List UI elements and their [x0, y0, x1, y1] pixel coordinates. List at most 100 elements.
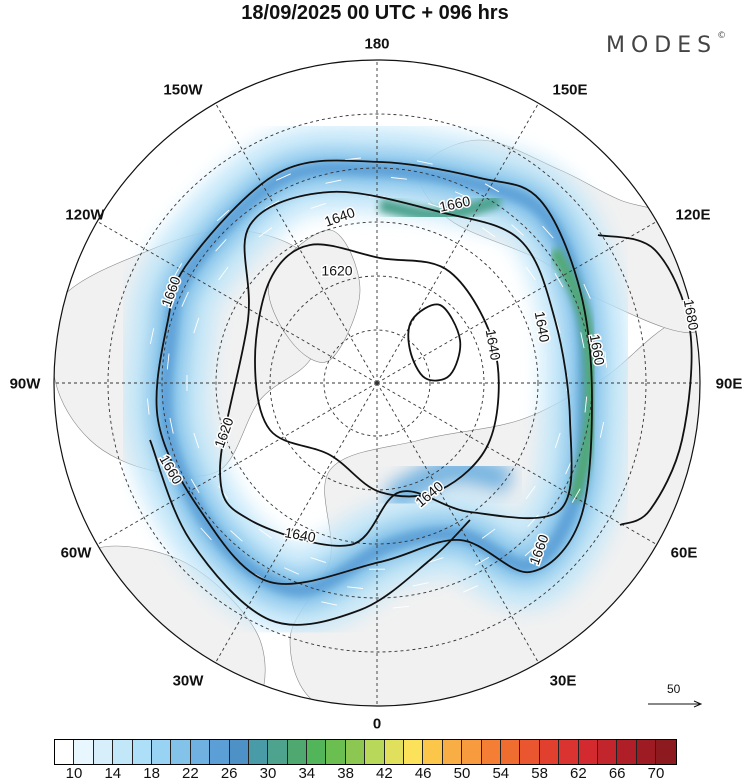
contour-line — [155, 159, 593, 585]
colorbar-tick-label: 58 — [531, 765, 548, 782]
lon-label-60w: 60W — [60, 544, 92, 562]
lon-label-150e: 150E — [552, 81, 588, 99]
wind-vector — [580, 332, 585, 349]
colorbar-swatch — [636, 740, 657, 764]
colorbar-tick-label: 18 — [143, 765, 160, 782]
colorbar-swatch — [210, 740, 230, 764]
latitude-circle — [323, 329, 431, 437]
contour-label: 1620 — [321, 263, 352, 279]
colorbar-swatch — [481, 740, 501, 764]
colorbar-swatch — [287, 740, 308, 764]
wind-vector — [181, 291, 189, 307]
wind-vector — [427, 557, 444, 563]
colorbar-swatch — [171, 740, 191, 764]
wind-vector — [554, 272, 564, 288]
latitude-circle — [215, 221, 539, 545]
wind-vector — [511, 224, 524, 236]
wind-vector — [284, 567, 300, 575]
lon-label-90w: 90W — [9, 375, 41, 393]
contour-line — [597, 234, 693, 526]
jet-maximum — [549, 247, 597, 502]
wind-vector — [390, 177, 407, 180]
colorbar-tick-label: 26 — [220, 765, 238, 782]
colorbar-swatch — [190, 740, 211, 764]
wind-vectors — [146, 157, 608, 609]
colorbar-swatch — [268, 740, 288, 764]
wind-vector — [258, 227, 273, 238]
meridian-line — [376, 382, 543, 670]
reference-vector-arrowhead — [693, 700, 703, 708]
meridian-line — [211, 96, 378, 384]
wind-vector — [604, 351, 608, 368]
colorbar-swatch — [93, 740, 114, 764]
wind-vector — [344, 157, 361, 161]
wind-vector — [166, 353, 170, 370]
colorbar-swatch — [55, 740, 75, 764]
colorbar-tick-label: 22 — [182, 765, 199, 782]
wind-vector — [474, 556, 490, 566]
logo-copyright: © — [717, 31, 727, 41]
colorbar-tick-label: 66 — [608, 765, 626, 782]
contour-line — [219, 190, 573, 547]
lon-label-0: 0 — [372, 715, 382, 733]
wind-vector — [412, 582, 429, 587]
colorbar-swatch — [442, 740, 463, 764]
wind-vector — [584, 396, 588, 413]
colorbar-tick-label: 46 — [414, 765, 432, 782]
wind-vector — [481, 227, 496, 238]
wind-vector — [146, 398, 150, 415]
contour-line — [407, 303, 462, 382]
colorbar-swatch — [229, 740, 249, 764]
wind-vector — [393, 605, 410, 609]
colorbar-tick-label: 38 — [337, 765, 354, 782]
colorbar-swatch — [656, 740, 676, 764]
wind-vector — [463, 585, 479, 593]
logo-text: MODES — [606, 33, 718, 58]
colorbar-tick-label: 42 — [376, 765, 393, 782]
land-polygon — [268, 229, 361, 363]
wind-vector — [173, 263, 183, 278]
wind-vector — [230, 530, 243, 542]
colorbar-swatch — [74, 740, 94, 764]
wind-vector — [169, 417, 174, 434]
colorbar-swatch — [365, 740, 385, 764]
colorbar-swatch — [307, 740, 327, 764]
colorbar-swatch — [520, 740, 540, 764]
wind-vector — [571, 488, 581, 503]
wind-vector — [193, 432, 200, 449]
latitude-circle — [107, 113, 647, 653]
meridian-line — [376, 382, 664, 549]
wind-vector — [524, 544, 538, 557]
colorbar-swatch — [578, 740, 598, 764]
colorbar-swatch — [500, 740, 521, 764]
lon-label-120e: 120E — [675, 206, 711, 224]
colorbar-swatch — [345, 740, 366, 764]
lon-label-30e: 30E — [549, 672, 577, 690]
wind-vector — [310, 557, 327, 563]
lon-label-60e: 60E — [670, 544, 698, 562]
wind-vector — [542, 225, 554, 239]
wind-vector — [258, 528, 273, 539]
graticule — [54, 60, 700, 706]
colorbar-swatch — [617, 740, 637, 764]
wind-vector — [200, 527, 212, 541]
polar-map: 1660164016201640166016801660164016201640… — [53, 59, 703, 708]
colorbar-tick-label: 70 — [647, 765, 665, 782]
contour-line — [149, 439, 471, 626]
wind-vector — [583, 283, 591, 299]
wind-vector — [190, 478, 200, 494]
colorbar-swatch — [326, 740, 346, 764]
wind-vector — [275, 173, 291, 181]
map-boundary — [53, 59, 701, 707]
jet-maximum — [378, 193, 502, 223]
wind-vector — [554, 432, 561, 449]
wind-vector — [599, 421, 605, 438]
wind-vector — [193, 317, 200, 334]
colorbar — [54, 739, 677, 765]
colorbar-swatch — [384, 740, 405, 764]
lon-label-120w: 120W — [65, 206, 105, 224]
wind-vector — [321, 601, 338, 606]
wind-vector — [215, 239, 227, 252]
wind-vector — [264, 200, 280, 210]
meridian-line — [211, 382, 378, 670]
